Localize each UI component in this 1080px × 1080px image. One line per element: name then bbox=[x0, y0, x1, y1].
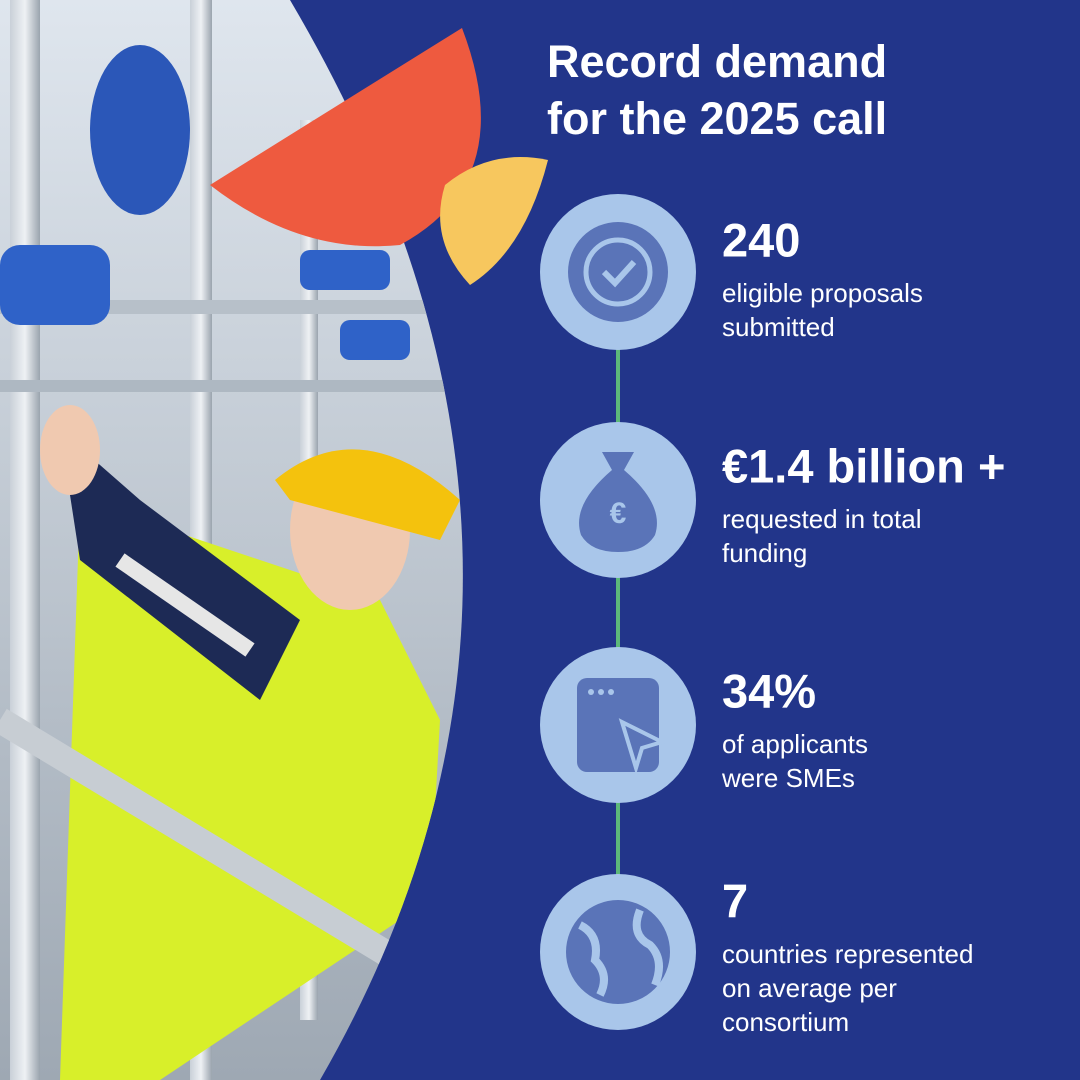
stat-value: 34% bbox=[722, 664, 816, 717]
decor-red bbox=[210, 28, 481, 247]
stat-description: countries represented bbox=[722, 939, 973, 969]
stat-value: 240 bbox=[722, 213, 800, 266]
svg-text:€: € bbox=[610, 497, 627, 530]
title-line: Record demand bbox=[547, 36, 887, 87]
stat-description: eligible proposals bbox=[722, 278, 923, 308]
stat-description: were SMEs bbox=[721, 763, 855, 793]
icon-browser bbox=[540, 647, 696, 803]
stat-description: consortium bbox=[722, 1007, 849, 1037]
icon-globe bbox=[540, 874, 696, 1030]
stat-description: of applicants bbox=[722, 729, 868, 759]
title-line: for the 2025 call bbox=[547, 93, 887, 144]
stat-description: submitted bbox=[722, 312, 835, 342]
stat-value: €1.4 billion + bbox=[722, 439, 1005, 492]
stat-value: 7 bbox=[722, 874, 748, 927]
icon-money-bag: € bbox=[540, 422, 696, 578]
stat-description: funding bbox=[722, 538, 807, 568]
stat-description: on average per bbox=[722, 973, 897, 1003]
icon-badge bbox=[540, 194, 696, 350]
decor-yellow bbox=[440, 157, 548, 285]
stat-description: requested in total bbox=[722, 504, 921, 534]
